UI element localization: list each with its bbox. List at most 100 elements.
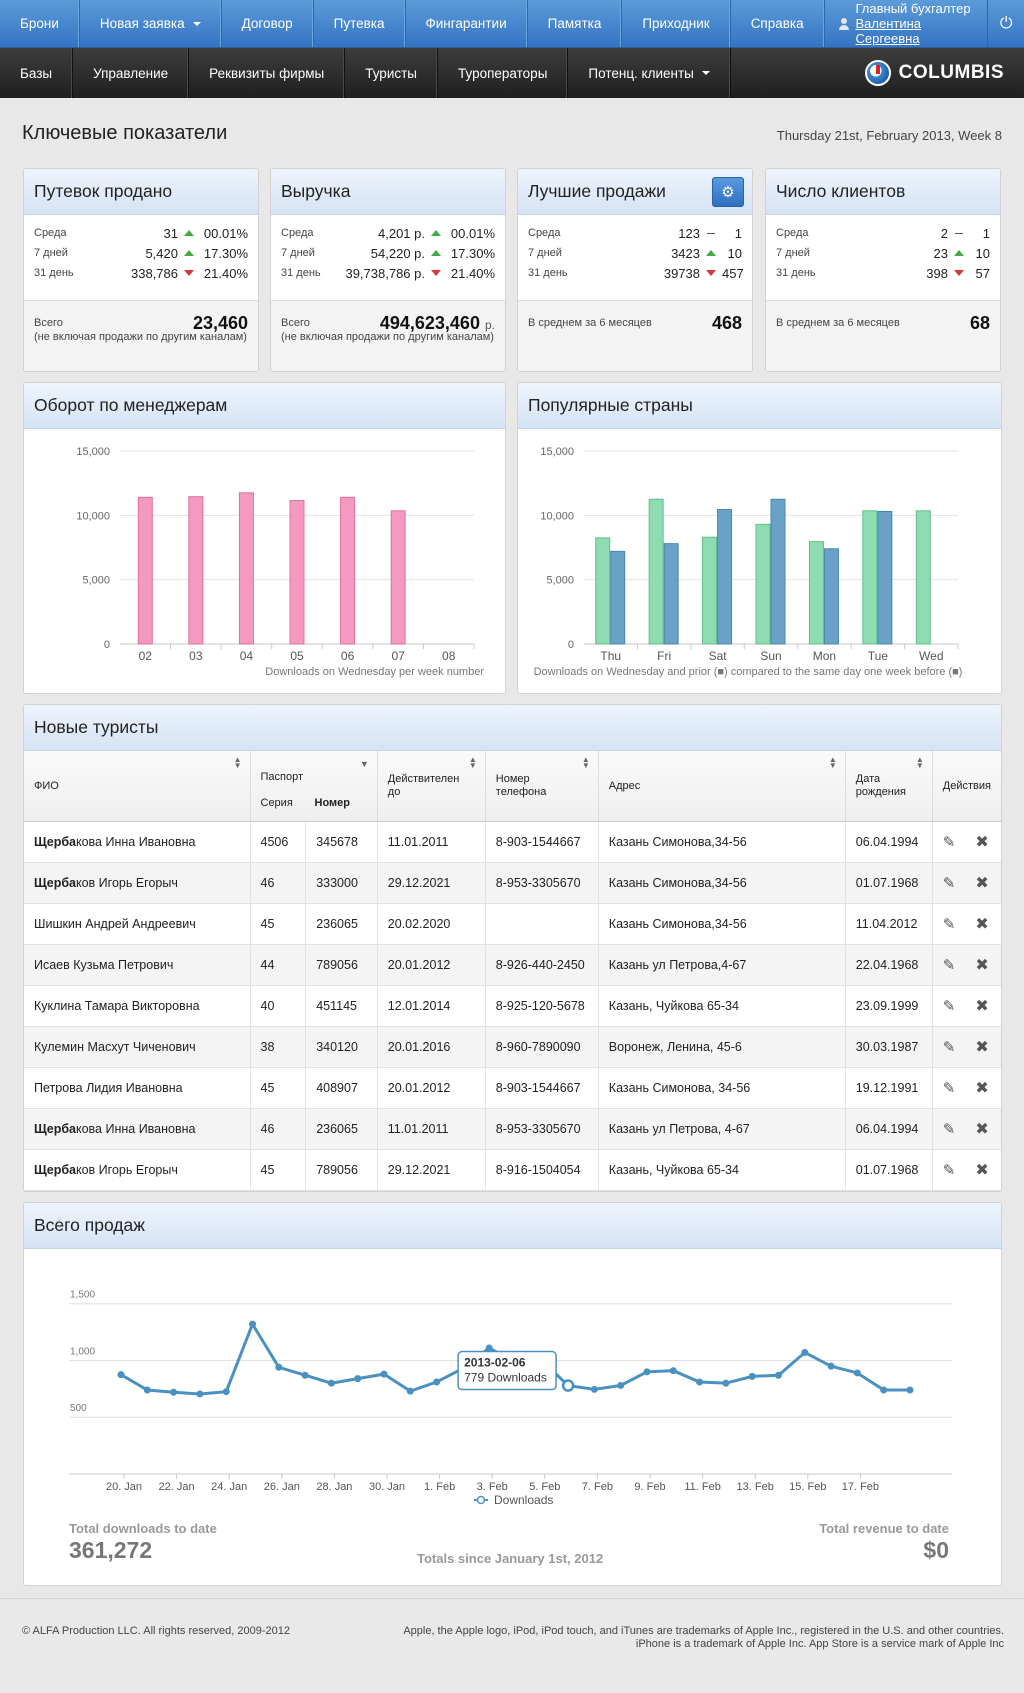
edit-icon[interactable]: ✎ — [942, 1161, 956, 1179]
data-point[interactable] — [748, 1372, 756, 1380]
user-name-link[interactable]: Валентина Сергеевна — [855, 16, 922, 46]
data-point[interactable] — [222, 1388, 230, 1396]
data-point[interactable] — [696, 1378, 704, 1386]
bar[interactable] — [390, 510, 406, 645]
data-point[interactable] — [801, 1349, 809, 1357]
nav-contract[interactable]: Договор — [222, 0, 314, 47]
bar[interactable] — [823, 548, 839, 645]
bar[interactable] — [717, 509, 733, 645]
sort-desc-icon[interactable]: ▼ — [359, 759, 369, 769]
edit-icon[interactable]: ✎ — [942, 956, 956, 974]
bar[interactable] — [188, 496, 204, 645]
bar[interactable] — [238, 492, 254, 645]
col-phone[interactable]: Номер телефона ▲ ▼ — [485, 751, 599, 822]
data-point[interactable] — [880, 1386, 888, 1394]
table-row[interactable]: Щербаков Игорь Егорыч 46 333000 29.12.2021 8… — [24, 862, 1001, 904]
col-address[interactable]: Адрес ▲ ▼ — [598, 751, 846, 822]
nav-bookings[interactable]: Брони — [0, 0, 80, 47]
sort-icon[interactable]: ▲ ▼ — [581, 755, 590, 770]
data-point[interactable] — [327, 1379, 335, 1387]
edit-icon[interactable]: ✎ — [942, 915, 956, 933]
table-row[interactable]: Петрова Лидия Ивановна 45 408907 20.01.2012… — [24, 1067, 1001, 1109]
bar[interactable] — [340, 496, 356, 645]
data-point[interactable] — [354, 1375, 362, 1383]
edit-icon[interactable]: ✎ — [942, 833, 956, 851]
data-point[interactable] — [906, 1386, 914, 1394]
delete-icon[interactable]: ✖ — [975, 833, 989, 851]
delete-icon[interactable]: ✖ — [975, 915, 989, 933]
data-point[interactable] — [722, 1379, 730, 1387]
delete-icon[interactable]: ✖ — [975, 874, 989, 892]
data-point[interactable] — [617, 1381, 625, 1389]
data-point[interactable] — [249, 1320, 256, 1328]
col-birth[interactable]: Дата рождения ▲ ▼ — [845, 751, 933, 822]
data-point[interactable] — [433, 1378, 441, 1386]
data-point[interactable] — [143, 1386, 151, 1394]
bar[interactable] — [137, 496, 153, 645]
delete-icon[interactable]: ✖ — [975, 1038, 989, 1056]
table-row[interactable]: Куклина Тамара Викторовна 40 451145 12.01.2… — [24, 985, 1001, 1027]
edit-icon[interactable]: ✎ — [942, 874, 956, 892]
logo[interactable]: COLUMBIS — [864, 60, 1004, 86]
data-point[interactable] — [196, 1390, 204, 1398]
bar[interactable] — [702, 536, 718, 645]
bar[interactable] — [755, 523, 771, 645]
delete-icon[interactable]: ✖ — [975, 1161, 989, 1179]
nav-new-order[interactable]: Новая заявка — [80, 0, 222, 47]
data-point[interactable] — [301, 1371, 309, 1379]
gear-icon[interactable]: ⚙ — [712, 177, 744, 207]
edit-icon[interactable]: ✎ — [942, 1038, 956, 1056]
bar[interactable] — [915, 510, 931, 645]
data-point[interactable] — [406, 1387, 414, 1395]
col-fio[interactable]: ФИО ▲ ▼ — [24, 751, 251, 822]
data-point[interactable] — [590, 1385, 598, 1393]
delete-icon[interactable]: ✖ — [975, 1120, 989, 1138]
bar[interactable] — [289, 500, 305, 645]
data-point[interactable] — [485, 1344, 493, 1352]
table-row[interactable]: Щербаков Игорь Егорыч 45 789056 29.12.2021 8… — [24, 1149, 1001, 1191]
table-row[interactable]: Щербакова Инна Ивановна 46 236065 11.01.201… — [24, 1108, 1001, 1150]
data-point[interactable] — [170, 1388, 178, 1396]
bar[interactable] — [877, 510, 893, 645]
user-box[interactable]: Главный бухгалтер Валентина Сергеевна — [825, 0, 989, 47]
bar[interactable] — [663, 543, 679, 645]
table-row[interactable]: Исаев Кузьма Петрович 44 789056 20.01.2012 8… — [24, 944, 1001, 986]
bar[interactable] — [595, 537, 611, 645]
sort-icon[interactable]: ▲ ▼ — [828, 755, 837, 770]
nav-receipt[interactable]: Приходник — [622, 0, 731, 47]
nav-memo[interactable]: Памятка — [528, 0, 623, 47]
edit-icon[interactable]: ✎ — [942, 1079, 956, 1097]
power-icon[interactable]: ⏻ — [999, 14, 1013, 32]
sort-icon[interactable]: ▲ ▼ — [233, 755, 242, 770]
col-passport[interactable]: Паспорт Серия Номер ▼ — [250, 751, 378, 822]
sort-icon[interactable]: ▲ ▼ — [468, 755, 477, 770]
edit-icon[interactable]: ✎ — [942, 1120, 956, 1138]
table-row[interactable]: Щербакова Инна Ивановна 4506 345678 11.01.2… — [24, 821, 1001, 863]
subnav-company-details[interactable]: Реквизиты фирмы — [189, 48, 346, 98]
legend-label[interactable]: Downloads — [494, 1493, 553, 1507]
table-row[interactable]: Кулемин Масхут Чиченович 38 340120 20.01.20… — [24, 1026, 1001, 1068]
edit-icon[interactable]: ✎ — [942, 997, 956, 1015]
bar[interactable] — [648, 498, 664, 645]
subnav-potential-clients[interactable]: Потенц. клиенты — [568, 48, 731, 98]
highlighted-point[interactable] — [561, 1379, 575, 1392]
data-point[interactable] — [380, 1370, 388, 1378]
bar[interactable] — [808, 541, 824, 645]
nav-voucher[interactable]: Путевка — [314, 0, 406, 47]
bar[interactable] — [862, 510, 878, 645]
data-point[interactable] — [275, 1363, 283, 1371]
bar[interactable] — [610, 550, 626, 645]
subnav-touroperators[interactable]: Туроператоры — [438, 48, 569, 98]
subnav-bases[interactable]: Базы — [0, 48, 74, 98]
col-valid[interactable]: Действителен до ▲ ▼ — [377, 751, 486, 822]
delete-icon[interactable]: ✖ — [975, 997, 989, 1015]
data-point[interactable] — [643, 1368, 651, 1376]
delete-icon[interactable]: ✖ — [975, 956, 989, 974]
data-point[interactable] — [853, 1369, 861, 1377]
delete-icon[interactable]: ✖ — [975, 1079, 989, 1097]
bar[interactable] — [770, 498, 786, 645]
data-point[interactable] — [117, 1371, 125, 1379]
subnav-management[interactable]: Управление — [73, 48, 190, 98]
data-point[interactable] — [669, 1367, 677, 1375]
nav-help[interactable]: Справка — [731, 0, 825, 47]
